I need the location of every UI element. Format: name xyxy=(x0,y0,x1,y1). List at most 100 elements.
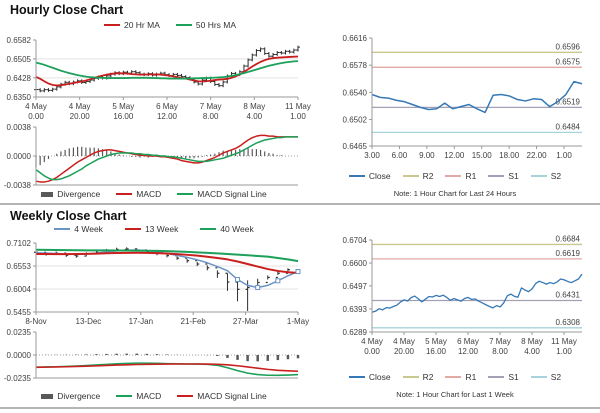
legend-swatch xyxy=(488,175,505,177)
svg-text:1.00: 1.00 xyxy=(290,112,306,121)
legend-item-20-hr-ma: 20 Hr MA xyxy=(103,20,160,30)
svg-text:4 May: 4 May xyxy=(25,102,47,111)
svg-text:0.6684: 0.6684 xyxy=(556,234,581,243)
legend-swatch xyxy=(402,175,419,177)
svg-text:7 May: 7 May xyxy=(489,337,511,346)
svg-text:15.00: 15.00 xyxy=(472,151,493,160)
svg-text:12.00: 12.00 xyxy=(157,112,178,121)
legend-label: S1 xyxy=(508,372,519,382)
legend-item-s1: S1 xyxy=(488,372,519,382)
legend-label: R2 xyxy=(422,171,434,181)
legend-item-4-week: 4 Week xyxy=(54,224,103,234)
weekly-section-title: Weekly Close Chart xyxy=(10,209,127,223)
legend-item-r2: R2 xyxy=(402,372,433,382)
svg-text:0.00: 0.00 xyxy=(28,112,44,121)
legend-item-close: Close xyxy=(348,372,391,382)
svg-text:6 May: 6 May xyxy=(156,102,178,111)
weekly-macd-legend: Divergence MACD MACD Signal Line xyxy=(2,391,306,401)
legend-item-r1: R1 xyxy=(445,372,476,382)
svg-text:4 May: 4 May xyxy=(393,337,415,346)
legend-swatch xyxy=(41,191,54,197)
svg-text:4.00: 4.00 xyxy=(524,347,540,356)
hourly-section-title: Hourly Close Chart xyxy=(10,3,124,17)
legend-item-macd: MACD xyxy=(116,391,161,401)
svg-text:0.6575: 0.6575 xyxy=(556,57,581,66)
svg-text:17-Jan: 17-Jan xyxy=(129,317,153,326)
legend-label: Divergence xyxy=(57,189,101,199)
svg-text:3.00: 3.00 xyxy=(364,151,380,160)
legend-swatch xyxy=(445,376,462,378)
legend-label: 13 Week xyxy=(144,224,179,234)
svg-text:0.6350: 0.6350 xyxy=(7,93,32,102)
svg-text:0.6484: 0.6484 xyxy=(556,122,581,131)
legend-label: Close xyxy=(368,372,391,382)
legend-item-s2: S2 xyxy=(530,372,561,382)
legend-label: R1 xyxy=(465,372,477,382)
legend-swatch xyxy=(177,395,194,397)
svg-text:8.00: 8.00 xyxy=(492,347,508,356)
weekly-pivot-legend: Close R2 R1 S1 S2 xyxy=(312,372,598,382)
legend-label: MACD xyxy=(136,391,162,401)
hourly-macd-legend: Divergence MACD MACD Signal Line xyxy=(2,189,306,199)
svg-text:0.0038: 0.0038 xyxy=(7,123,32,132)
legend-item-macd: MACD xyxy=(116,189,161,199)
legend-swatch xyxy=(103,24,120,26)
legend-item-13-week: 13 Week xyxy=(124,224,179,234)
svg-text:21-Feb: 21-Feb xyxy=(181,317,207,326)
svg-text:8.00: 8.00 xyxy=(203,112,219,121)
svg-text:11 May: 11 May xyxy=(551,337,577,346)
hourly-price-legend: 20 Hr MA 50 Hrs MA xyxy=(40,20,300,30)
svg-text:0.6502: 0.6502 xyxy=(343,116,368,125)
svg-text:0.6578: 0.6578 xyxy=(343,61,368,70)
legend-label: MACD Signal Line xyxy=(197,391,267,401)
svg-text:8 May: 8 May xyxy=(243,102,265,111)
legend-swatch xyxy=(177,193,194,195)
svg-text:8 May: 8 May xyxy=(521,337,543,346)
weekly-macd-chart: 0.0235 0.0000 -0.0235 xyxy=(4,328,300,383)
legend-swatch xyxy=(348,376,365,378)
weekly-pivot-note: Note: 1 Hour Chart for Last 1 Week xyxy=(396,390,514,399)
svg-text:0.00: 0.00 xyxy=(364,347,380,356)
svg-text:0.6596: 0.6596 xyxy=(556,42,581,51)
hourly-pivot-note: Note: 1 Hour Chart for Last 24 Hours xyxy=(393,189,517,198)
legend-label: 4 Week xyxy=(74,224,103,234)
legend-label: 20 Hr MA xyxy=(123,20,160,30)
legend-label: MACD Signal Line xyxy=(197,189,267,199)
svg-text:0.6519: 0.6519 xyxy=(556,97,581,106)
svg-text:6 May: 6 May xyxy=(457,337,479,346)
svg-text:0.0000: 0.0000 xyxy=(7,152,32,161)
svg-text:12.00: 12.00 xyxy=(458,347,479,356)
hourly-pivot-legend: Close R2 R1 S1 S2 xyxy=(312,171,598,181)
legend-item-close: Close xyxy=(348,171,391,181)
legend-label: 40 Week xyxy=(220,224,254,234)
svg-text:5 May: 5 May xyxy=(425,337,447,346)
svg-text:20.00: 20.00 xyxy=(394,347,415,356)
svg-text:0.0235: 0.0235 xyxy=(7,328,32,337)
svg-text:0.6582: 0.6582 xyxy=(7,36,32,45)
svg-text:-0.0235: -0.0235 xyxy=(4,374,32,383)
legend-label: 50 Hrs MA xyxy=(195,20,237,30)
svg-text:20.00: 20.00 xyxy=(70,112,91,121)
svg-text:0.6393: 0.6393 xyxy=(343,305,368,314)
svg-text:1.00: 1.00 xyxy=(556,347,572,356)
legend-swatch xyxy=(175,24,192,26)
legend-swatch xyxy=(530,175,547,177)
legend-label: Divergence xyxy=(57,391,101,401)
svg-text:0.5455: 0.5455 xyxy=(7,308,32,317)
svg-text:0.0000: 0.0000 xyxy=(7,351,32,360)
legend-swatch xyxy=(348,175,365,177)
svg-text:0.6540: 0.6540 xyxy=(343,88,368,97)
legend-item-r1: R1 xyxy=(445,171,476,181)
legend-item-divergence: Divergence xyxy=(41,189,100,199)
legend-label: MACD xyxy=(136,189,162,199)
svg-text:4 May: 4 May xyxy=(361,337,383,346)
svg-text:0.6431: 0.6431 xyxy=(556,291,581,300)
svg-text:0.6308: 0.6308 xyxy=(556,318,581,327)
legend-swatch xyxy=(200,228,217,230)
svg-text:0.6428: 0.6428 xyxy=(7,74,32,83)
legend-swatch xyxy=(41,393,54,399)
svg-text:7 May: 7 May xyxy=(200,102,222,111)
svg-text:16.00: 16.00 xyxy=(426,347,447,356)
legend-swatch xyxy=(116,193,133,195)
